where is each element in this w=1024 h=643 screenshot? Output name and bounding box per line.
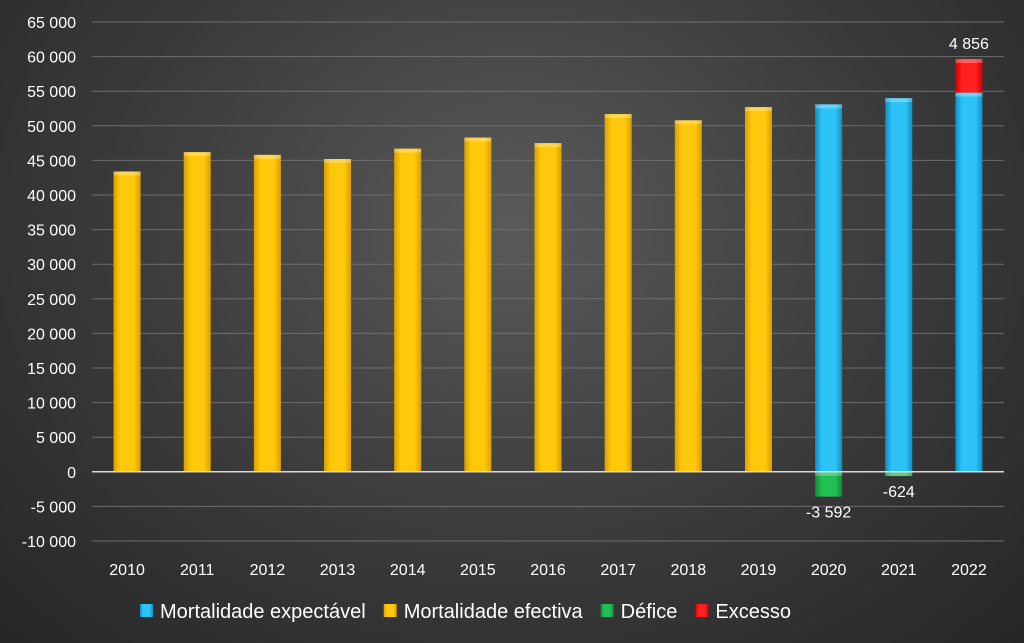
y-tick-label: 30 000	[27, 257, 76, 274]
x-tick-label: 2016	[530, 562, 566, 579]
y-tick-label: 35 000	[27, 223, 76, 240]
bar-body	[113, 171, 141, 472]
bar-bevel	[534, 143, 562, 148]
bar-mortalidade-expectável-2020	[815, 104, 843, 472]
y-tick-label: -5 000	[31, 499, 76, 516]
y-tick-label: 5 000	[36, 430, 76, 447]
legend-swatch	[695, 604, 709, 617]
bar-mortalidade-efectiva-2011	[183, 152, 211, 472]
bar-body	[324, 159, 352, 472]
bar-mortalidade-efectiva-2019	[744, 107, 772, 472]
bar-bevel	[183, 152, 211, 157]
y-tick-label: 45 000	[27, 153, 76, 170]
bar-bevel	[744, 107, 772, 112]
bar-body	[534, 143, 562, 472]
bar-mortalidade-efectiva-2016	[534, 143, 562, 472]
bar-mortalidade-efectiva-2012	[253, 154, 281, 472]
x-tick-label: 2010	[109, 562, 145, 579]
y-tick-label: 50 000	[27, 119, 76, 136]
x-tick-label: 2013	[320, 562, 356, 579]
bar-body	[394, 148, 422, 472]
x-tick-label: 2020	[811, 562, 847, 579]
bar-body	[885, 98, 913, 472]
bar-bevel	[885, 98, 913, 103]
y-tick-label: 15 000	[27, 361, 76, 378]
bar-bevel	[604, 114, 632, 119]
bar-body	[885, 471, 913, 477]
data-label-2022: 4 856	[949, 36, 989, 53]
y-tick-label: 60 000	[27, 50, 76, 67]
bar-mortalidade-efectiva-2018	[674, 120, 702, 472]
y-tick-label: 65 000	[27, 15, 76, 32]
legend-swatch	[600, 604, 614, 617]
bar-bevel	[674, 120, 702, 125]
bar-bevel	[113, 171, 141, 176]
y-tick-label: 25 000	[27, 292, 76, 309]
bar-mortalidade-expectável-2021	[885, 98, 913, 472]
legend-swatch	[140, 604, 153, 617]
bar-body	[604, 114, 632, 472]
bar-bevel	[885, 471, 913, 476]
legend-label: Mortalidade efectiva	[404, 601, 584, 623]
y-tick-label: -10 000	[22, 534, 76, 551]
bar-mortalidade-efectiva-2015	[464, 137, 492, 472]
y-axis-ticks: 65 000 60 000 55 000 50 000 45 000 40 000 35 0…	[22, 15, 76, 551]
legend-item-excesso: Excesso	[695, 601, 791, 623]
legend-item-défice: Défice	[600, 601, 678, 623]
y-tick-label: 40 000	[27, 188, 76, 205]
legend-item-mortalidade-efectiva: Mortalidade efectiva	[383, 601, 584, 623]
bar-body	[464, 137, 492, 472]
bar-bevel	[955, 58, 983, 63]
bar-body	[955, 58, 983, 93]
bar-bevel	[394, 148, 422, 153]
bar-mortalidade-efectiva-2017	[604, 114, 632, 472]
bar-body	[674, 120, 702, 472]
x-tick-label: 2012	[250, 562, 286, 579]
x-tick-label: 2018	[671, 562, 707, 579]
bar-mortalidade-efectiva-2013	[324, 159, 352, 472]
bar-bevel	[464, 137, 492, 142]
y-tick-label: 0	[67, 465, 76, 482]
x-tick-label: 2015	[460, 562, 496, 579]
bar-body	[955, 92, 983, 472]
bar-défice-2021	[885, 471, 913, 477]
bar-body	[744, 107, 772, 472]
x-tick-label: 2019	[741, 562, 777, 579]
bar-mortalidade-efectiva-2014	[394, 148, 422, 472]
bar-bevel	[955, 92, 983, 97]
legend-label: Excesso	[715, 601, 791, 623]
y-tick-label: 20 000	[27, 326, 76, 343]
bars	[113, 58, 983, 497]
data-labels: -3 592 -624 4 856	[806, 36, 989, 522]
bar-bevel	[253, 154, 281, 159]
legend-label: Défice	[621, 601, 678, 623]
x-tick-label: 2022	[951, 562, 987, 579]
bar-bevel	[815, 104, 843, 109]
legend-swatch	[383, 604, 397, 617]
bar-bevel	[815, 471, 843, 476]
bar-défice-2020	[815, 471, 843, 497]
legend-item-mortalidade-expectável: Mortalidade expectável	[140, 601, 366, 623]
y-tick-label: 10 000	[27, 396, 76, 413]
bar-body	[183, 152, 211, 472]
x-tick-label: 2011	[180, 562, 215, 579]
bar-body	[815, 471, 843, 497]
x-tick-label: 2017	[600, 562, 636, 579]
x-tick-label: 2021	[881, 562, 917, 579]
legend: Mortalidade expectável Mortalidade efecti…	[140, 601, 791, 623]
bar-bevel	[324, 159, 352, 164]
data-label-2021: -624	[883, 484, 915, 501]
x-tick-label: 2014	[390, 562, 426, 579]
bar-excesso-2022	[955, 58, 983, 93]
bar-body	[815, 104, 843, 472]
bar-mortalidade-expectável-2022	[955, 92, 983, 472]
data-label-2020: -3 592	[806, 505, 851, 522]
y-tick-label: 55 000	[27, 84, 76, 101]
x-axis-ticks: 2010 2011 2012 2013 2014 2015 2016 2017 2018 2019…	[109, 562, 987, 579]
bar-mortalidade-efectiva-2010	[113, 171, 141, 472]
legend-label: Mortalidade expectável	[160, 601, 366, 623]
bar-body	[253, 154, 281, 472]
